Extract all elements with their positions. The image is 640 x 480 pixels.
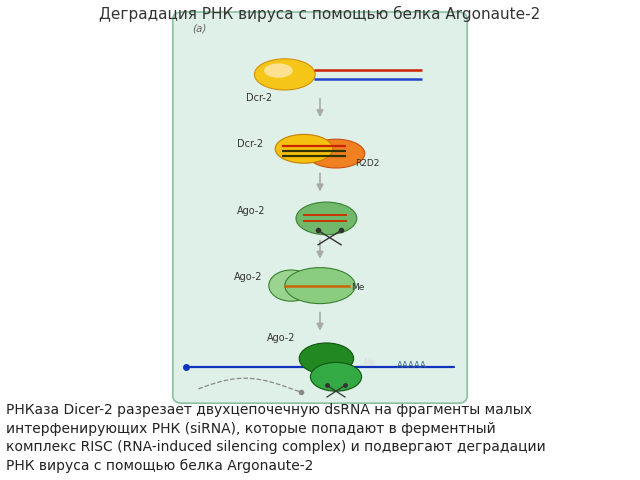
Ellipse shape bbox=[269, 270, 314, 301]
Text: Деградация РНК вируса с помощью белка Argonaute-2: Деградация РНК вируса с помощью белка Ar… bbox=[99, 6, 541, 22]
Text: Ago-2: Ago-2 bbox=[234, 272, 262, 282]
Ellipse shape bbox=[275, 134, 333, 163]
Ellipse shape bbox=[300, 343, 353, 374]
Ellipse shape bbox=[255, 59, 315, 90]
Text: Ago-2: Ago-2 bbox=[268, 334, 296, 343]
Text: Me: Me bbox=[364, 358, 376, 367]
Ellipse shape bbox=[296, 202, 357, 235]
Text: R2D2: R2D2 bbox=[355, 159, 380, 168]
Text: Dcr-2: Dcr-2 bbox=[246, 93, 273, 103]
Ellipse shape bbox=[264, 63, 292, 78]
Text: Dcr-2: Dcr-2 bbox=[237, 139, 263, 149]
Text: AAAAA: AAAAA bbox=[397, 361, 426, 370]
Text: Me: Me bbox=[351, 284, 364, 292]
Text: РНКаза Dicer-2 разрезает двухцепочечную dsRNA на фрагменты малых
интерфенирующих: РНКаза Dicer-2 разрезает двухцепочечную … bbox=[6, 403, 546, 472]
FancyBboxPatch shape bbox=[173, 12, 467, 403]
Text: Ago-2: Ago-2 bbox=[237, 206, 266, 216]
Ellipse shape bbox=[285, 268, 355, 304]
Ellipse shape bbox=[307, 139, 365, 168]
Text: (a): (a) bbox=[192, 23, 206, 33]
Ellipse shape bbox=[310, 362, 362, 391]
